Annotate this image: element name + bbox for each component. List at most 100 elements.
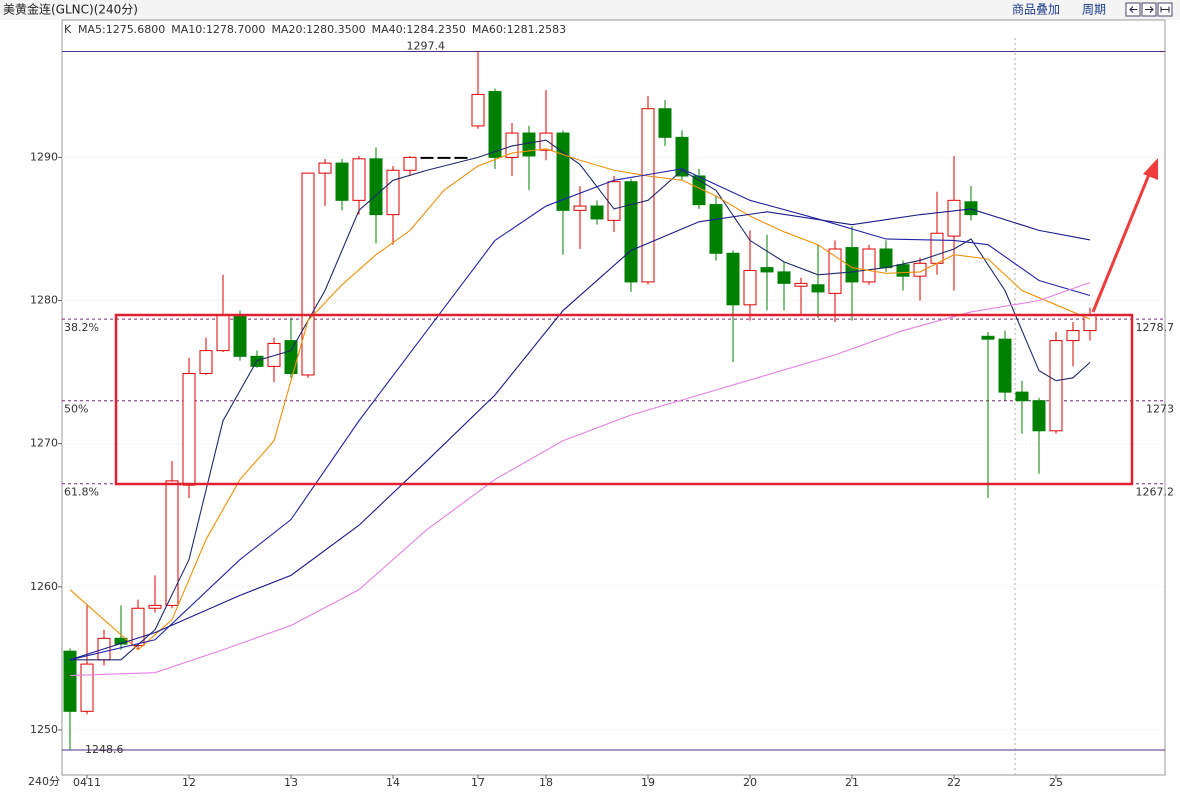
ma-line — [69, 281, 1091, 677]
candle-body — [539, 132, 553, 151]
x-tick-label: 21 — [845, 776, 859, 789]
candle-body — [1032, 400, 1046, 432]
candle-body — [488, 91, 502, 158]
level-value: 1278.7 — [1136, 321, 1175, 334]
candle-body — [811, 284, 825, 293]
x-tick-label: 25 — [1049, 776, 1063, 789]
candle-body — [692, 175, 706, 206]
candle-body — [607, 181, 621, 221]
candle-body — [641, 108, 655, 283]
ma-line — [69, 168, 1091, 661]
period-label: 240分 — [28, 775, 60, 788]
period-button[interactable]: 周期 — [1082, 3, 1106, 17]
candle-body — [573, 205, 587, 211]
candle-body — [216, 314, 230, 352]
candle-body — [845, 247, 859, 283]
legend-entry: MA10:1278.7000 — [171, 23, 265, 36]
candle-body — [1015, 391, 1029, 402]
plot-frame — [61, 19, 1166, 776]
candle-body — [709, 204, 723, 254]
chart-title: 美黄金连(GLNC)(240分) — [3, 2, 138, 17]
candle-body — [267, 342, 281, 367]
candle-body — [522, 132, 536, 157]
x-tick-label: 14 — [386, 776, 400, 789]
y-tick-label: 1250 — [30, 723, 58, 736]
level-label: 38.2% — [64, 321, 99, 334]
candle-body — [743, 269, 757, 306]
legend-entry: MA20:1280.3500 — [271, 23, 365, 36]
candle-body — [981, 335, 995, 340]
extreme-label: 1248.6 — [85, 743, 124, 756]
x-tick-label: 17 — [471, 776, 485, 789]
level-label: 50% — [64, 403, 88, 416]
candle-body — [233, 314, 247, 357]
y-tick-label: 1290 — [30, 150, 58, 163]
candle-body — [386, 169, 400, 216]
x-tick-label: 13 — [284, 776, 298, 789]
header-bar — [0, 0, 1180, 20]
candle-body — [63, 650, 77, 712]
ma-line — [70, 139, 1091, 661]
trend-arrow — [1091, 158, 1158, 313]
overlay-button[interactable]: 商品叠加 — [1012, 2, 1060, 17]
candle-body — [777, 271, 791, 284]
ma-line — [69, 208, 1091, 661]
x-tick-label: 18 — [539, 776, 553, 789]
candle-body — [930, 232, 944, 264]
candle-body — [998, 338, 1012, 393]
legend-entry: MA40:1284.2350 — [372, 23, 466, 36]
x-tick-label: 20 — [743, 776, 757, 789]
x-tick-label: 0411 — [73, 776, 101, 789]
candle-body — [794, 282, 808, 287]
candle-body — [335, 162, 349, 201]
candle-body — [675, 136, 689, 177]
legend-entry: MA60:1281.2583 — [472, 23, 566, 36]
candle-body — [454, 156, 468, 159]
candle-body — [862, 248, 876, 283]
x-tick-label: 12 — [182, 776, 196, 789]
candle-body — [913, 262, 927, 277]
candle-body — [1049, 340, 1063, 432]
ma-line — [69, 148, 1091, 651]
level-label: 61.8% — [64, 486, 99, 499]
level-value: 1273 — [1146, 403, 1174, 416]
highlight-box — [114, 313, 1134, 486]
candle-body — [624, 181, 638, 283]
candle-body — [590, 205, 604, 220]
y-tick-label: 1270 — [30, 437, 58, 450]
candle-body — [471, 93, 485, 127]
candle-body — [80, 663, 94, 712]
candle-body — [199, 350, 213, 375]
candle-body — [828, 248, 842, 294]
x-tick-label: 19 — [641, 776, 655, 789]
candle-body — [556, 132, 570, 211]
candle-body — [182, 373, 196, 486]
candle-body — [947, 199, 961, 237]
level-value: 1267.2 — [1136, 486, 1175, 499]
candle-body — [148, 604, 162, 609]
x-tick-label: 22 — [947, 776, 961, 789]
y-tick-label: 1260 — [30, 580, 58, 593]
candle-body — [760, 267, 774, 273]
candle-body — [1066, 330, 1080, 342]
candle-body — [437, 156, 451, 159]
candle-body — [879, 248, 893, 269]
candle-body — [964, 201, 978, 216]
candle-body — [726, 252, 740, 306]
y-tick-label: 1280 — [30, 294, 58, 307]
candle-body — [318, 162, 332, 174]
candle-body — [420, 156, 434, 159]
extreme-label: 1297.4 — [407, 39, 446, 52]
candle-body — [369, 158, 383, 216]
candle-body — [352, 158, 366, 201]
legend-entry: MA5:1275.6800 — [78, 23, 165, 36]
candle-body — [301, 172, 315, 376]
candle-body — [403, 156, 417, 171]
nav-icons[interactable] — [1125, 2, 1173, 17]
legend-prefix: K — [64, 23, 72, 36]
candle-body — [658, 108, 672, 138]
candle-body — [165, 480, 179, 606]
candle-body — [284, 340, 298, 375]
candle-body — [896, 264, 910, 277]
